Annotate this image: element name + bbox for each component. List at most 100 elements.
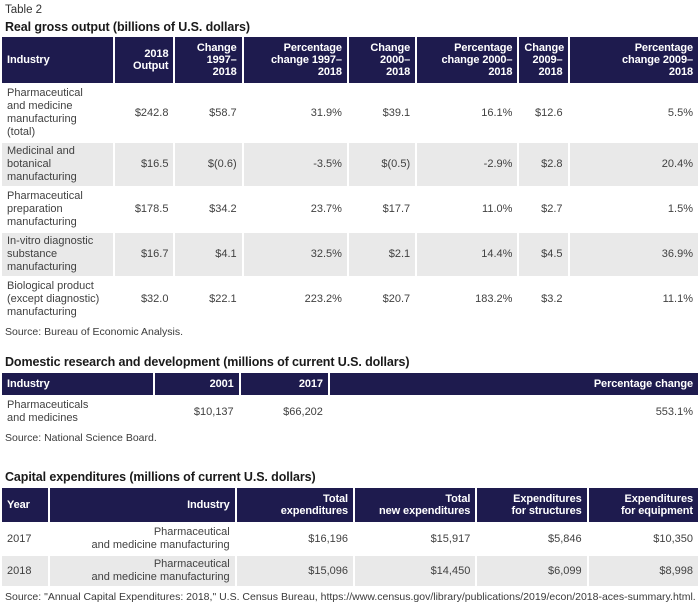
col-header-industry: Industry [50, 488, 235, 522]
header-row: Year Industry Total expenditures Total n… [2, 488, 698, 522]
cell-pct-change: 183.2% [475, 293, 513, 305]
table-row: 2017 Pharmaceutical and medicine manufac… [2, 524, 698, 554]
col-header-total-new-expenditures: Total new expenditures [354, 488, 476, 522]
cell-pct-change: 31.9% [310, 106, 342, 119]
section-capital-expenditures: Capital expenditures (millions of curren… [0, 470, 700, 603]
cell-pct-change: 32.5% [243, 233, 347, 276]
cell-change: $12.6 [535, 106, 563, 119]
table-row: Pharmaceutical and medicine manufacturin… [2, 85, 698, 141]
header-row: Industry 2018 Output Change 1997– 2018 P… [2, 37, 698, 83]
cell-output: $178.5 [134, 203, 169, 215]
domestic-rd-header: Industry 2001 2017 Percentage change [2, 373, 698, 395]
domestic-rd-title: Domestic research and development (milli… [5, 355, 410, 369]
cell-industry: Pharmaceutical and medicine manufacturin… [50, 556, 235, 586]
cell-change: $58.7 [209, 106, 237, 119]
col-header-2001: 2001 [155, 373, 239, 395]
header-row: Industry 2001 2017 Percentage change [2, 373, 698, 395]
cell-output: $242.8 [134, 106, 169, 119]
table-row: Pharmaceuticals and medicines $10,137 $6… [2, 397, 698, 427]
cell-industry: Pharmaceutical preparation manufacturing [7, 190, 83, 228]
source-note: Source: "Annual Capital Expenditures: 20… [5, 591, 696, 603]
col-header-2018-output: 2018 Output [115, 37, 174, 83]
section-domestic-rd: Domestic research and development (milli… [0, 355, 700, 444]
cell-pct-change: -2.9% [417, 143, 518, 186]
cell-total-new-expenditures: $14,450 [354, 556, 476, 586]
cell-industry: Pharmaceutical and medicine manufacturin… [7, 87, 83, 138]
cell-total-new-expenditures: $15,917 [430, 532, 471, 545]
cell-change: $(0.6) [175, 143, 242, 186]
cell-total-expenditures: $15,096 [236, 556, 353, 586]
col-header-industry: Industry [2, 37, 114, 83]
cell-change: $(0.5) [348, 143, 416, 186]
real-gross-output-title: Real gross output (billions of U.S. doll… [5, 20, 250, 34]
cell-change: $22.1 [209, 293, 237, 305]
col-header-change-1997-2018: Change 1997– 2018 [175, 37, 242, 83]
table-row: 2018 Pharmaceutical and medicine manufac… [2, 556, 698, 586]
cell-change: $17.7 [382, 203, 411, 215]
col-header-pct-change-2000-2018: Percentage change 2000– 2018 [417, 37, 518, 83]
col-header-2017: 2017 [240, 373, 328, 395]
source-note: Source: National Science Board. [5, 432, 157, 444]
cell-expenditures-structures: $5,846 [547, 532, 582, 545]
capital-expenditures-title: Capital expenditures (millions of curren… [5, 470, 316, 484]
table-row: Medicinal and botanical manufacturing $1… [2, 143, 698, 186]
cell-industry: Medicinal and botanical manufacturing [2, 143, 114, 186]
cell-output: $16.7 [115, 233, 174, 276]
cell-expenditures-equipment: $8,998 [588, 556, 698, 586]
table-row: Biological product (except diagnostic) m… [2, 278, 698, 321]
cell-output: $16.5 [115, 143, 174, 186]
col-header-expenditures-structures: Expenditures for structures [477, 488, 587, 522]
cell-pct-change: 23.7% [310, 203, 342, 215]
cell-year: 2018 [2, 556, 49, 586]
cell-pct-change: 1.5% [667, 203, 693, 215]
real-gross-output-header: Industry 2018 Output Change 1997– 2018 P… [2, 37, 698, 83]
cell-total-expenditures: $16,196 [308, 532, 348, 545]
col-header-total-expenditures: Total expenditures [236, 488, 353, 522]
cell-pct-change: 36.9% [569, 233, 698, 276]
cell-pct-change: 553.1% [655, 405, 693, 418]
cell-2017-value: $66,202 [283, 405, 323, 418]
cell-industry: In-vitro diagnostic substance manufactur… [2, 233, 114, 276]
cell-expenditures-structures: $6,099 [477, 556, 587, 586]
domestic-rd-table: Industry 2001 2017 Percentage change Pha… [0, 371, 700, 429]
cell-pct-change: -3.5% [243, 143, 347, 186]
cell-change: $4.1 [175, 233, 242, 276]
col-header-change-2000-2018: Change 2000– 2018 [348, 37, 416, 83]
cell-change: $39.1 [382, 106, 411, 119]
real-gross-output-table: Industry 2018 Output Change 1997– 2018 P… [0, 35, 700, 323]
cell-change: $2.7 [541, 203, 563, 215]
table-row: Pharmaceutical preparation manufacturing… [2, 188, 698, 231]
cell-industry: Pharmaceutical and medicine manufacturin… [91, 526, 230, 551]
col-header-change-2009-2018: Change 2009– 2018 [519, 37, 568, 83]
col-header-expenditures-equipment: Expenditures for equipment [588, 488, 698, 522]
cell-year: 2017 [7, 532, 32, 545]
cell-2001-value: $10,137 [193, 405, 234, 418]
capital-expenditures-header: Year Industry Total expenditures Total n… [2, 488, 698, 522]
col-header-industry: Industry [2, 373, 154, 395]
cell-pct-change: 11.0% [482, 203, 513, 215]
cell-change: $2.1 [348, 233, 416, 276]
cell-change: $34.2 [209, 203, 237, 215]
cell-expenditures-equipment: $10,350 [653, 532, 693, 545]
col-header-pct-change-2009-2018: Percentage change 2009– 2018 [569, 37, 698, 83]
cell-pct-change: 223.2% [304, 293, 342, 305]
cell-pct-change: 16.1% [481, 106, 513, 119]
cell-industry: Biological product (except diagnostic) m… [7, 280, 100, 318]
cell-pct-change: 11.1% [662, 293, 693, 305]
cell-industry: Pharmaceuticals and medicines [7, 399, 89, 424]
cell-change: $3.2 [541, 293, 563, 305]
table-row: In-vitro diagnostic substance manufactur… [2, 233, 698, 276]
cell-output: $32.0 [140, 293, 169, 305]
cell-pct-change: 20.4% [569, 143, 698, 186]
cell-change: $2.8 [519, 143, 568, 186]
section-real-gross-output: Table 2 Real gross output (billions of U… [0, 4, 700, 338]
table-label: Table 2 [5, 4, 43, 16]
cell-change: $20.7 [382, 293, 411, 305]
source-note: Source: Bureau of Economic Analysis. [5, 326, 184, 338]
cell-change: $4.5 [519, 233, 568, 276]
cell-pct-change: 5.5% [667, 106, 693, 119]
col-header-year: Year [2, 488, 49, 522]
cell-pct-change: 14.4% [417, 233, 518, 276]
col-header-pct-change-1997-2018: Percentage change 1997– 2018 [243, 37, 347, 83]
